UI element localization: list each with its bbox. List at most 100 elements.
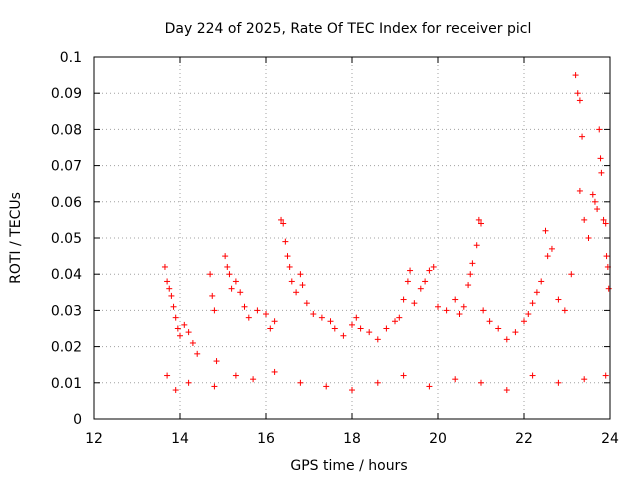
data-point	[310, 311, 317, 318]
y-tick-label: 0.06	[51, 195, 82, 211]
x-axis-tick-labels: 12 14 16 18 20 22 24	[85, 431, 619, 447]
y-tick-label: 0	[73, 412, 82, 428]
x-tick-label: 12	[85, 431, 103, 447]
data-point	[278, 216, 285, 223]
y-tick-label: 0.01	[51, 376, 82, 392]
data-point	[581, 376, 588, 383]
data-point	[574, 90, 581, 97]
data-point	[473, 242, 480, 249]
data-point	[542, 227, 549, 234]
data-point	[605, 285, 612, 292]
data-point	[452, 296, 459, 303]
data-point	[284, 253, 291, 260]
data-point	[286, 263, 293, 270]
data-point	[374, 336, 381, 343]
data-point	[353, 314, 360, 321]
data-point	[271, 318, 278, 325]
data-point	[357, 325, 364, 332]
data-point	[366, 329, 373, 336]
data-point	[525, 311, 532, 318]
data-point	[465, 282, 472, 289]
x-tick-label: 14	[171, 431, 189, 447]
data-point	[288, 278, 295, 285]
data-point	[232, 372, 239, 379]
data-point	[392, 318, 398, 325]
data-point	[383, 325, 390, 332]
data-point	[299, 282, 306, 289]
data-point	[237, 289, 244, 296]
data-point	[475, 216, 482, 223]
data-point	[349, 387, 355, 394]
data-point	[443, 307, 450, 314]
y-tick-label: 0.07	[51, 159, 82, 175]
data-point	[349, 321, 355, 328]
data-point	[271, 368, 278, 375]
data-point	[232, 278, 239, 285]
data-point	[297, 379, 304, 386]
y-axis-tick-labels: 0 0.01 0.02 0.03 0.04 0.05 0.06 0.07 0.08 0.09 0.1	[51, 50, 82, 428]
data-point	[164, 372, 171, 379]
y-tick-label: 0.05	[51, 231, 82, 247]
data-point	[598, 169, 605, 176]
data-point	[435, 303, 441, 310]
data-point	[213, 358, 220, 365]
data-point	[585, 235, 592, 241]
data-point	[603, 253, 610, 260]
data-point	[340, 332, 347, 339]
data-point	[245, 314, 252, 321]
data-point	[267, 325, 274, 332]
data-point	[250, 376, 257, 383]
data-point	[172, 314, 179, 321]
data-point	[467, 271, 474, 278]
x-axis-label: GPS time / hours	[290, 458, 407, 474]
x-tick-label: 16	[257, 431, 275, 447]
data-point	[426, 383, 433, 390]
data-point	[478, 220, 484, 227]
y-tick-label: 0.04	[51, 267, 82, 283]
data-point	[224, 263, 231, 270]
axis-ticks	[93, 56, 611, 420]
data-point	[460, 303, 467, 310]
data-point	[469, 260, 476, 267]
data-point	[211, 383, 218, 390]
data-point	[185, 379, 192, 386]
data-point	[303, 300, 310, 307]
data-point	[189, 339, 196, 346]
data-point	[529, 300, 536, 307]
data-point	[254, 307, 261, 314]
data-point	[327, 318, 334, 325]
data-point	[594, 206, 601, 213]
data-point	[174, 325, 181, 332]
y-tick-label: 0.02	[51, 340, 82, 356]
data-point	[164, 278, 171, 285]
data-point	[555, 296, 562, 303]
data-point	[181, 321, 188, 328]
data-point	[581, 216, 588, 223]
data-point	[579, 133, 586, 140]
data-point	[396, 314, 403, 321]
data-point	[548, 245, 555, 252]
data-point	[589, 191, 596, 198]
data-point	[331, 325, 338, 332]
data-point	[456, 311, 463, 318]
data-point	[602, 220, 609, 227]
data-point	[555, 379, 562, 386]
y-tick-label: 0.08	[51, 122, 82, 138]
data-point	[600, 216, 607, 223]
data-point	[177, 332, 183, 339]
data-point	[478, 379, 484, 386]
y-axis-label: ROTI / TECUs	[8, 192, 24, 284]
data-point	[538, 278, 545, 285]
x-tick-label: 22	[515, 431, 533, 447]
data-point	[161, 263, 168, 270]
y-tick-label: 0.03	[51, 303, 82, 319]
data-point	[417, 285, 424, 292]
data-point	[228, 285, 235, 292]
data-point	[568, 271, 575, 278]
data-point	[170, 303, 177, 310]
data-point	[480, 307, 487, 314]
data-point	[452, 376, 459, 383]
data-point	[426, 267, 433, 274]
data-point	[404, 278, 411, 285]
data-point	[533, 289, 540, 296]
